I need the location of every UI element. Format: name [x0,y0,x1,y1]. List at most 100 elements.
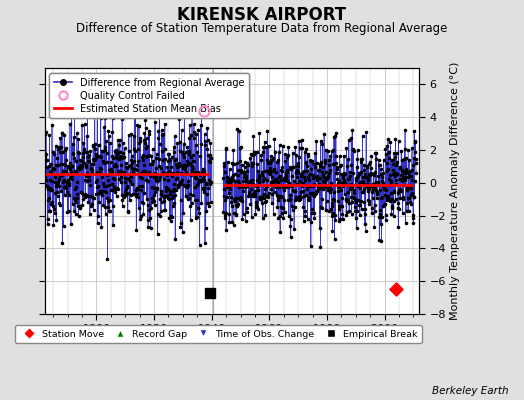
Point [383,168,391,174]
Point [354,173,362,180]
Point [371,169,379,176]
Point [258,194,266,200]
Point [42,156,51,163]
Point [251,211,259,217]
Point [307,219,315,226]
Point [62,157,70,164]
Point [404,174,412,180]
Point [260,175,268,181]
Point [89,142,97,148]
Point [348,146,357,153]
Point [335,152,344,159]
Point [377,166,385,172]
Point [182,183,191,190]
Point [228,218,236,225]
Point [322,176,331,182]
Point [307,243,315,249]
Point [137,186,145,193]
Point [119,150,127,156]
Point [96,114,105,121]
Point [265,143,273,149]
Point [201,138,210,144]
Point [197,178,205,184]
Point [236,196,245,202]
Point [109,222,117,228]
Point [332,130,340,136]
Point [45,208,53,214]
Point [44,197,52,204]
Point [156,196,164,202]
Point [167,169,176,176]
Point [166,188,174,194]
Point [177,220,185,226]
Point [105,167,113,174]
Point [391,170,399,177]
Point [311,191,319,198]
Point [222,209,230,216]
Point [185,135,193,142]
Point [407,191,416,198]
Point [337,187,345,193]
Point [150,173,158,180]
Point [99,202,107,208]
Point [400,156,408,162]
Point [159,193,167,200]
Point [144,217,152,223]
Point [400,146,409,152]
Point [277,194,286,200]
Point [235,184,244,190]
Point [236,197,244,204]
Point [97,154,105,160]
Point [323,175,332,182]
Point [159,198,168,204]
Point [388,171,397,177]
Point [291,168,300,175]
Point [347,135,355,141]
Point [104,198,112,204]
Point [302,186,311,192]
Point [256,196,265,202]
Point [320,183,329,190]
Point [355,180,363,187]
Point [63,164,72,170]
Point [185,160,194,166]
Point [165,196,173,203]
Point [176,181,184,188]
Point [147,173,155,179]
Point [288,203,296,209]
Point [360,167,368,173]
Point [389,198,398,204]
Point [78,158,86,164]
Point [82,173,90,179]
Point [381,216,390,223]
Point [410,178,419,184]
Point [135,205,143,212]
Point [48,186,56,193]
Point [50,174,59,180]
Point [43,183,51,189]
Point [126,162,135,168]
Point [271,177,279,184]
Point [275,194,283,200]
Point [221,215,230,222]
Point [392,150,401,156]
Point [408,145,416,152]
Point [266,159,275,166]
Point [128,181,136,188]
Point [113,154,122,161]
Point [56,172,64,179]
Point [94,183,103,189]
Point [405,208,413,214]
Point [267,152,275,159]
Point [394,200,402,206]
Point [132,226,140,233]
Point [145,131,153,138]
Point [60,192,69,198]
Point [407,173,415,180]
Point [238,198,247,204]
Point [111,148,119,155]
Point [166,191,174,197]
Point [286,196,294,202]
Point [273,204,281,210]
Point [274,197,282,203]
